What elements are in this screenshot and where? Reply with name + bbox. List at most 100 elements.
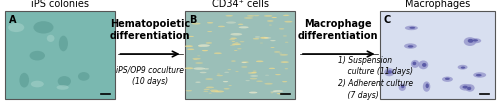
Ellipse shape <box>467 87 471 90</box>
Circle shape <box>244 17 253 19</box>
Circle shape <box>186 90 192 91</box>
Circle shape <box>280 54 288 56</box>
Circle shape <box>234 50 237 51</box>
Circle shape <box>249 92 258 93</box>
Circle shape <box>230 33 242 36</box>
Circle shape <box>228 69 231 70</box>
Circle shape <box>284 15 290 16</box>
FancyBboxPatch shape <box>5 11 115 99</box>
Ellipse shape <box>56 85 68 90</box>
Text: Macrophages: Macrophages <box>405 0 470 9</box>
Circle shape <box>215 91 224 92</box>
Circle shape <box>210 90 218 91</box>
Circle shape <box>188 36 194 37</box>
Circle shape <box>253 38 260 40</box>
Ellipse shape <box>442 77 453 82</box>
Circle shape <box>207 31 212 32</box>
Circle shape <box>283 15 288 16</box>
Circle shape <box>280 61 289 63</box>
Circle shape <box>204 68 209 69</box>
Circle shape <box>238 26 248 28</box>
Circle shape <box>184 67 194 69</box>
Circle shape <box>250 75 258 77</box>
Circle shape <box>256 60 264 62</box>
Circle shape <box>192 23 200 25</box>
Ellipse shape <box>461 67 465 69</box>
Circle shape <box>264 15 272 17</box>
Circle shape <box>198 44 210 47</box>
Ellipse shape <box>20 73 29 87</box>
Circle shape <box>256 81 263 82</box>
Circle shape <box>231 61 236 62</box>
Ellipse shape <box>384 68 394 76</box>
Circle shape <box>270 40 276 41</box>
Text: iPS/OP9 coculture
(10 days): iPS/OP9 coculture (10 days) <box>116 65 184 86</box>
Ellipse shape <box>460 84 471 91</box>
Circle shape <box>255 36 260 38</box>
Ellipse shape <box>47 35 54 42</box>
Circle shape <box>254 15 260 16</box>
Ellipse shape <box>426 83 429 88</box>
Text: CD34⁺ cells: CD34⁺ cells <box>212 0 268 9</box>
Ellipse shape <box>470 38 481 43</box>
FancyBboxPatch shape <box>185 11 295 99</box>
Text: Hematopoietic
differentiation: Hematopoietic differentiation <box>110 19 190 41</box>
Circle shape <box>229 39 235 40</box>
Ellipse shape <box>388 70 392 74</box>
Circle shape <box>279 28 284 29</box>
Circle shape <box>206 42 212 44</box>
Circle shape <box>247 15 254 17</box>
Circle shape <box>250 78 257 79</box>
Ellipse shape <box>473 72 486 78</box>
Circle shape <box>204 91 208 92</box>
Circle shape <box>204 89 210 90</box>
Circle shape <box>276 93 283 94</box>
Text: 1) Suspension
    culture (11 days)
2) Adherent culture
    (7 days): 1) Suspension culture (11 days) 2) Adher… <box>338 56 413 100</box>
Ellipse shape <box>458 65 468 70</box>
Circle shape <box>241 66 248 68</box>
Ellipse shape <box>8 23 24 32</box>
Circle shape <box>232 43 241 45</box>
Circle shape <box>242 62 246 63</box>
Ellipse shape <box>476 74 482 76</box>
Circle shape <box>218 26 225 27</box>
Text: A: A <box>9 15 16 25</box>
Circle shape <box>260 37 268 39</box>
Ellipse shape <box>468 39 473 43</box>
Ellipse shape <box>464 37 476 46</box>
Circle shape <box>264 37 272 39</box>
Circle shape <box>230 45 235 46</box>
Circle shape <box>285 42 288 43</box>
Circle shape <box>211 91 219 92</box>
Circle shape <box>242 61 248 63</box>
Circle shape <box>260 37 268 38</box>
Ellipse shape <box>59 36 68 51</box>
Circle shape <box>207 22 213 23</box>
Ellipse shape <box>418 60 428 69</box>
Ellipse shape <box>411 60 420 68</box>
Ellipse shape <box>405 26 418 30</box>
Circle shape <box>265 75 269 76</box>
Ellipse shape <box>423 81 430 92</box>
Text: iPS colonies: iPS colonies <box>31 0 89 9</box>
Ellipse shape <box>404 43 417 49</box>
Circle shape <box>196 82 200 83</box>
FancyBboxPatch shape <box>380 11 495 99</box>
Circle shape <box>226 15 233 17</box>
Circle shape <box>235 42 238 43</box>
Circle shape <box>269 68 275 69</box>
Circle shape <box>272 17 277 18</box>
Circle shape <box>187 48 194 50</box>
Circle shape <box>202 50 208 51</box>
Circle shape <box>240 41 244 42</box>
Circle shape <box>184 45 193 47</box>
Circle shape <box>272 90 283 92</box>
Circle shape <box>237 48 242 49</box>
Circle shape <box>252 72 257 73</box>
Ellipse shape <box>462 86 468 89</box>
Text: C: C <box>384 15 391 25</box>
Circle shape <box>194 67 205 70</box>
Ellipse shape <box>472 39 478 41</box>
Ellipse shape <box>422 63 426 67</box>
Circle shape <box>192 58 200 60</box>
